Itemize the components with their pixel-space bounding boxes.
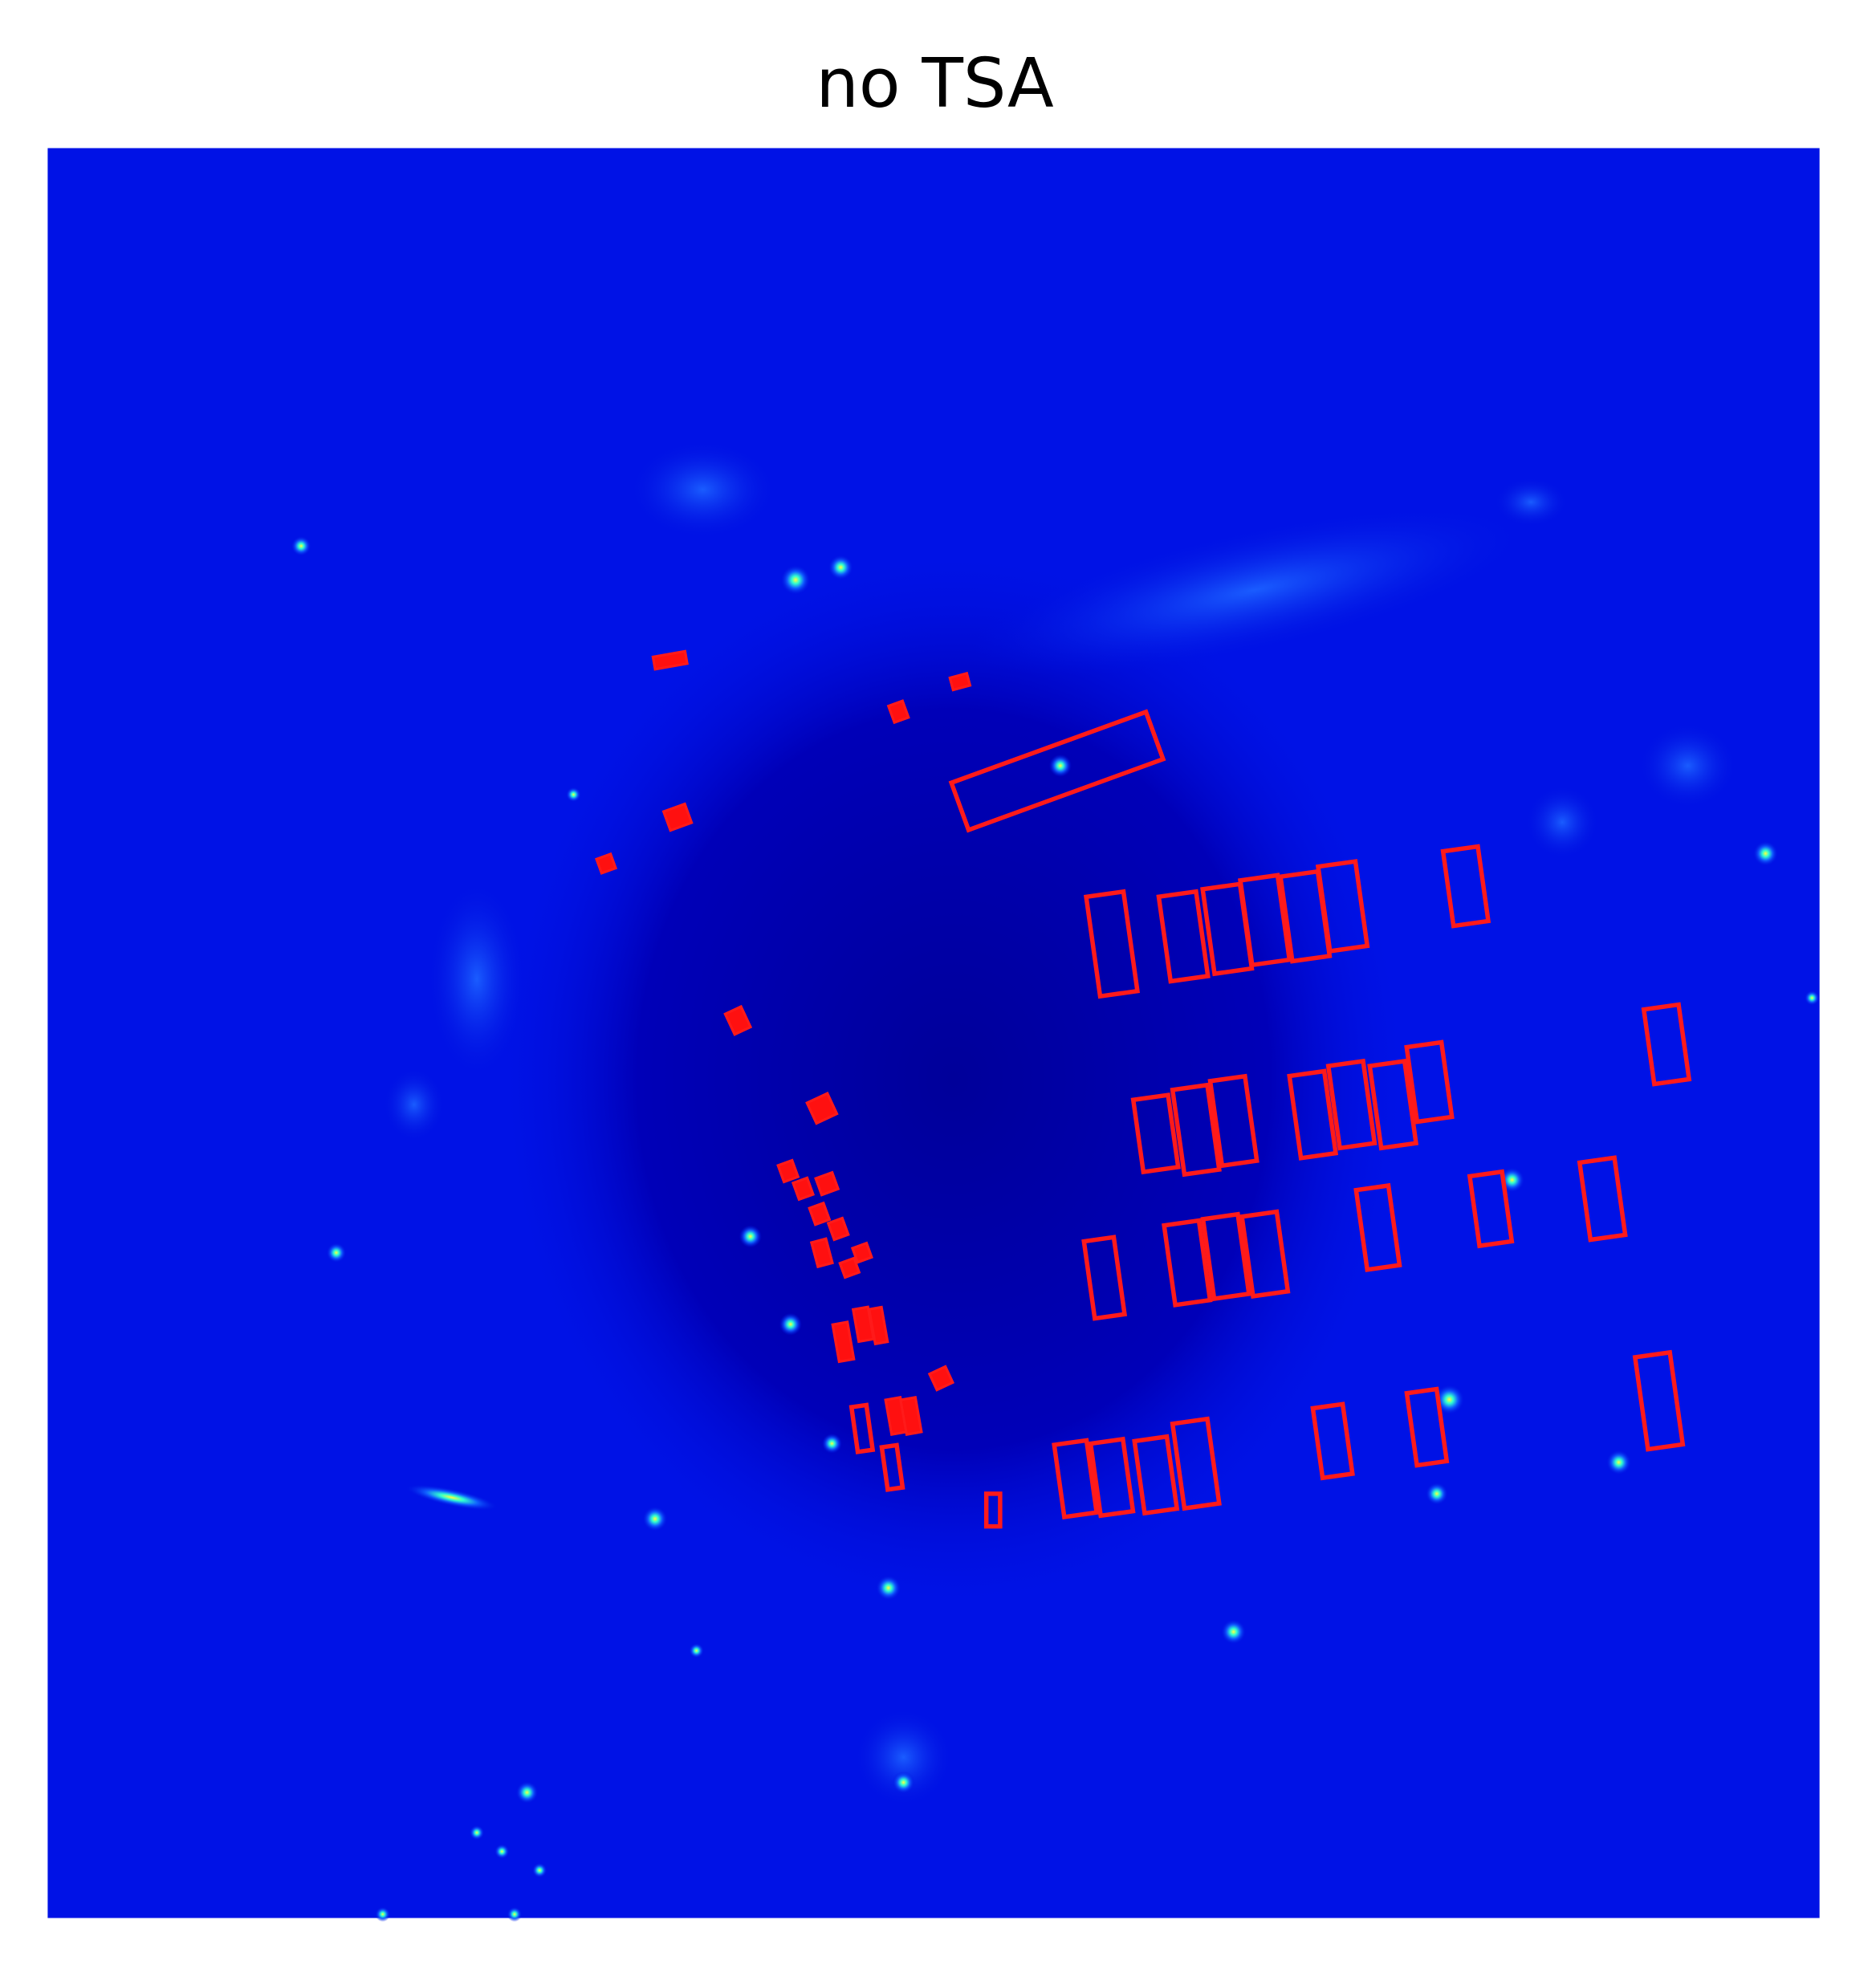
small-box [899,1395,923,1436]
box [1404,1386,1450,1468]
box [848,1402,876,1454]
heat-blob [1752,840,1779,867]
box [1200,1211,1251,1302]
small-box [723,1004,753,1036]
heat-blob [515,1781,539,1804]
box [1162,1218,1213,1308]
heat-blob [426,878,527,1080]
box [1353,1182,1402,1272]
small-box [791,1176,816,1202]
box [1081,1235,1128,1321]
heatmap [47,148,1820,1922]
small-box [867,1305,889,1346]
heat-blob [642,1506,668,1532]
heat-blob [821,1433,842,1454]
box [1467,1169,1515,1249]
small-box [948,671,972,692]
box [1577,1155,1628,1243]
title: no TSA [816,44,1054,123]
box [948,709,1166,833]
box [879,1442,905,1492]
heat-blob [1524,784,1601,860]
small-box [808,1201,832,1226]
small-box [651,649,689,671]
heat-blob [507,1906,523,1922]
heat-blob [627,439,779,540]
heat-blob [1434,1384,1465,1415]
box [1239,1209,1291,1299]
box [1632,1349,1686,1452]
haze [382,439,1739,1808]
heat-blob [382,1067,446,1143]
box [1052,1438,1100,1519]
box [1083,889,1141,999]
box [1088,1436,1136,1519]
heat-blob [1048,754,1072,777]
box [983,1491,1003,1529]
box [1641,1002,1692,1087]
box [1367,1058,1419,1151]
heat-blob [375,1906,391,1922]
box [1207,1073,1259,1169]
small-box [838,1256,861,1279]
heat-blob [405,1484,499,1511]
heat-blob [876,1575,901,1601]
small-box [805,1092,839,1125]
box [1440,844,1491,929]
small-box [850,1241,873,1264]
box [1130,1092,1181,1175]
box [1170,1416,1222,1511]
small-box [661,802,694,832]
heat-blob [828,555,853,580]
heat-blob [780,564,811,596]
box [1156,889,1211,984]
box [1315,859,1370,954]
small-box [814,1170,840,1197]
box [1404,1039,1455,1125]
small-box [776,1158,800,1184]
heat-blob [1637,722,1739,810]
heat-blob [892,1771,915,1794]
heat-blob [689,1643,704,1658]
heat-blob [326,1243,347,1263]
dark-region [502,552,1406,1607]
heat-blob [1605,1450,1632,1475]
hot-spots [291,535,1820,1922]
heat-blob [739,1225,762,1248]
heat-blob [1804,990,1820,1006]
small-box [831,1320,856,1364]
small-box [886,699,910,725]
box [1132,1434,1180,1516]
detection-boxes [848,709,1692,1529]
small-box [809,1237,834,1269]
heat-blob [494,1844,510,1860]
heat-blob [853,1706,954,1808]
heat-blob [1425,1482,1448,1506]
box [1170,1082,1222,1178]
heat-blob [566,787,581,803]
heat-blob [972,504,1538,676]
small-box [826,1216,850,1242]
heat-blob [1221,1619,1247,1645]
box [1238,873,1292,968]
heat-blob [291,535,311,556]
small-boxes [595,649,972,1436]
heat-blob [469,1824,485,1841]
heat-blob [779,1312,802,1336]
box [1325,1058,1377,1151]
box [1287,1068,1339,1161]
small-box [595,852,618,875]
heat-blob [531,1862,547,1878]
box [1310,1401,1355,1481]
heat-blob [1493,477,1569,527]
small-box [927,1365,955,1392]
